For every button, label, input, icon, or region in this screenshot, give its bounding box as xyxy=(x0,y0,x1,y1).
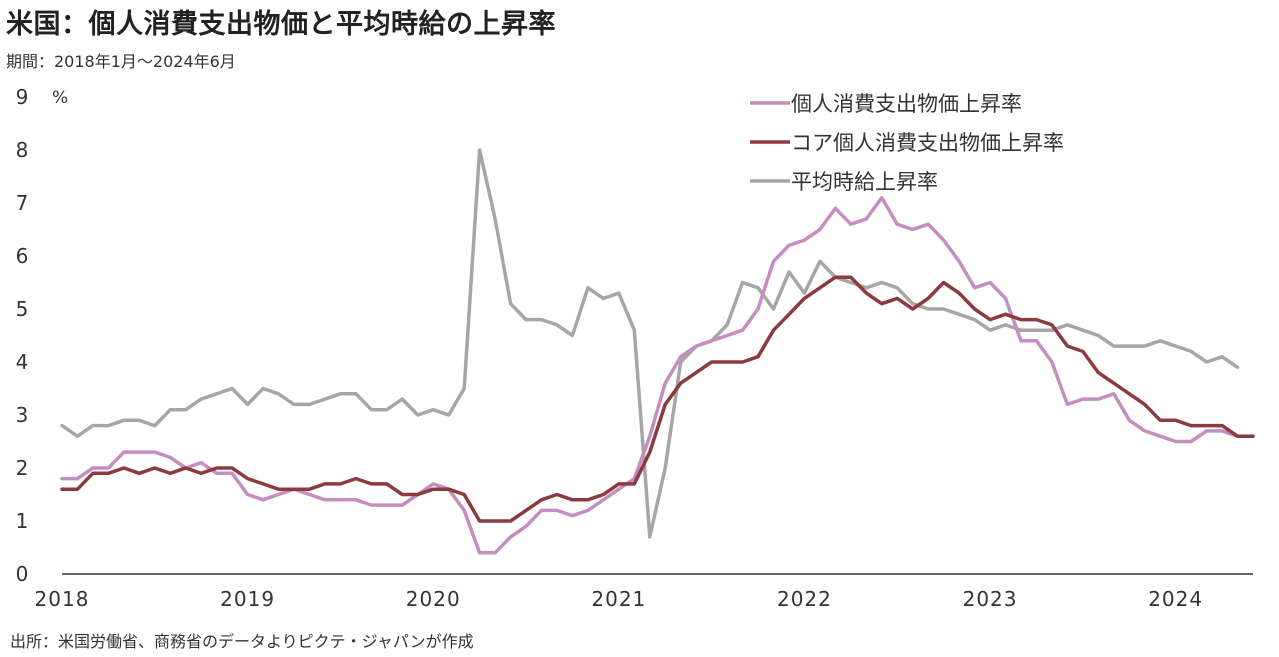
series-group xyxy=(60,148,1255,555)
y-tick-label: 8 xyxy=(16,138,29,162)
y-axis: 0 1 2 3 4 5 6 7 8 9 xyxy=(16,85,29,586)
y-tick-label: 0 xyxy=(16,562,29,586)
y-tick-label: 7 xyxy=(16,191,29,215)
x-axis: 2018 2019 2020 2021 2022 2023 2024 xyxy=(35,587,1203,611)
y-tick-label: 2 xyxy=(16,456,29,480)
y-tick-label: 3 xyxy=(16,403,29,427)
y-tick-label: 5 xyxy=(16,297,29,321)
series-line-1 xyxy=(60,275,1255,523)
x-tick-label: 2021 xyxy=(591,587,646,611)
series-line-0 xyxy=(60,195,1255,555)
x-tick-label: 2022 xyxy=(777,587,832,611)
legend-label: 平均時給上昇率 xyxy=(791,170,938,194)
x-tick-label: 2019 xyxy=(220,587,275,611)
y-tick-label: 1 xyxy=(16,509,29,533)
x-tick-label: 2023 xyxy=(963,587,1018,611)
chart-title: 米国：個人消費支出物価と平均時給の上昇率 xyxy=(6,9,556,40)
x-tick-label: 2020 xyxy=(406,587,461,611)
y-axis-unit: % xyxy=(52,88,68,108)
x-tick-label: 2018 xyxy=(35,587,90,611)
legend-label: 個人消費支出物価上昇率 xyxy=(791,92,1022,116)
legend-label: コア個人消費支出物価上昇率 xyxy=(791,131,1064,155)
source-note: 出所：米国労働省、商務省のデータよりピクテ・ジャパンが作成 xyxy=(10,632,474,651)
series-line-2 xyxy=(60,148,1240,539)
y-tick-label: 9 xyxy=(16,85,29,109)
chart-subtitle: 期間：2018年1月～2024年6月 xyxy=(6,52,236,71)
y-tick-label: 4 xyxy=(16,350,29,374)
x-tick-label: 2024 xyxy=(1148,587,1203,611)
y-tick-label: 6 xyxy=(16,244,29,268)
